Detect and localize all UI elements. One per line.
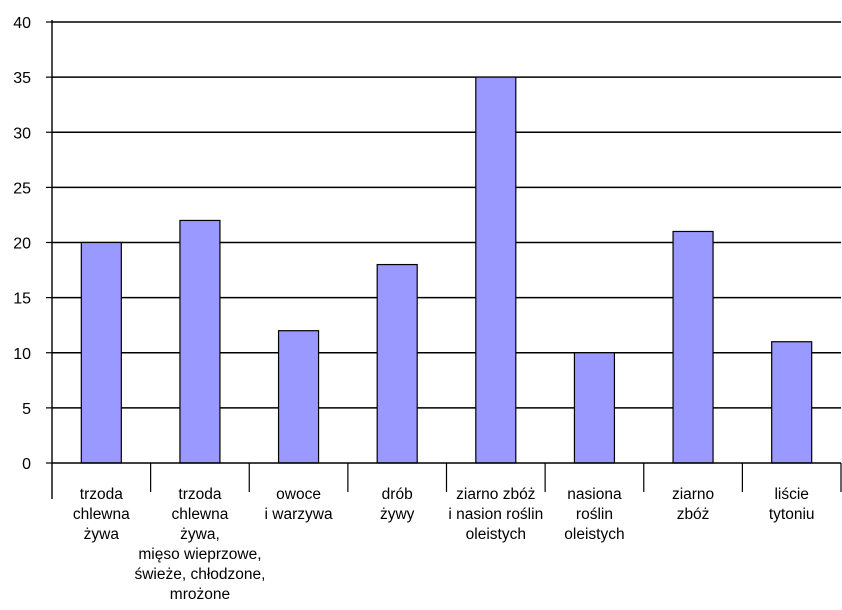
y-tick-label: 5 [22,401,31,418]
category-label: nasiona roślin oleistych [564,486,624,543]
bar [771,341,813,464]
category-label-line: żywy [380,506,415,523]
category-label: trzoda chlewna żywa [73,486,130,543]
category-label-line: żywa, [180,526,220,543]
category-label-line: mięso wieprzowe, [138,546,261,563]
category-label: liście tytoniu [769,486,815,523]
category-label-line: świeże, chłodzone, [134,566,265,583]
axes [46,20,842,499]
category-label: ziarno zbóż i nasion roślin oleistych [448,486,543,543]
category-label-line: trzoda [80,486,123,503]
category-label: ziarno zbóż [672,486,714,523]
category-label: drób żywy [380,486,415,523]
category-label: trzoda chlewna żywa, mięso wieprzowe, świeże… [134,486,265,603]
bar [179,219,221,464]
y-tick-label: 20 [13,236,31,253]
category-label-line: chlewna [172,506,229,523]
category-label-line: mrożone [170,586,230,603]
category-label-line: i nasion roślin [448,506,543,523]
category-label-line: i warzywa [265,506,333,523]
y-tick-label: 35 [13,70,31,87]
category-label-line: trzoda [178,486,221,503]
y-tick-label: 25 [13,180,31,197]
bar [376,263,418,464]
y-tick-label: 40 [13,15,31,32]
y-tick-label: 10 [13,346,31,363]
category-label-line: roślin [576,506,613,523]
bar [475,76,517,464]
category-label-line: zbóż [677,506,710,523]
category-label-line: chlewna [73,506,130,523]
bars [80,76,813,464]
bar [672,230,714,464]
category-label-line: owoce [276,486,321,503]
category-labels: trzoda chlewna żywa trzoda chlewna żywa, mięso… [73,486,815,603]
gridlines [52,21,841,409]
y-tick-label: 30 [13,125,31,142]
category-label-line: oleistych [466,526,526,543]
category-label: owoce i warzywa [265,486,333,523]
category-label-line: oleistych [564,526,624,543]
category-label-line: tytoniu [769,506,815,523]
bar [277,330,320,464]
bar [80,241,122,464]
category-label-line: liście [774,486,808,503]
category-label-line: drób [382,486,413,503]
bar [573,352,616,464]
y-tick-label: 15 [13,291,31,308]
category-label-line: ziarno [672,486,714,503]
category-label-line: żywa [84,526,120,543]
y-tick-label: 0 [22,456,31,473]
y-tick-labels: 0 5 10 15 20 25 30 35 40 [13,15,31,473]
category-label-line: ziarno zbóż [456,486,535,503]
category-label-line: nasiona [567,486,622,503]
